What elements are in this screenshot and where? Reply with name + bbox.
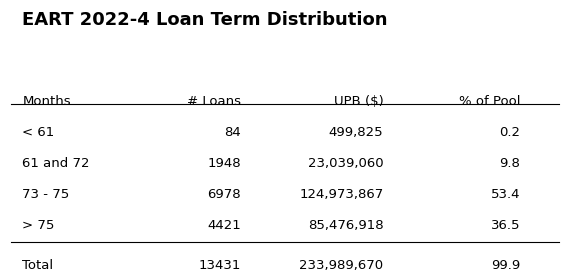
- Text: UPB ($): UPB ($): [334, 95, 384, 108]
- Text: 499,825: 499,825: [329, 126, 384, 139]
- Text: 6978: 6978: [207, 188, 241, 201]
- Text: 99.9: 99.9: [491, 259, 520, 272]
- Text: 85,476,918: 85,476,918: [308, 219, 384, 232]
- Text: Total: Total: [22, 259, 54, 272]
- Text: 23,039,060: 23,039,060: [308, 157, 384, 170]
- Text: 233,989,670: 233,989,670: [299, 259, 384, 272]
- Text: 13431: 13431: [199, 259, 241, 272]
- Text: < 61: < 61: [22, 126, 55, 139]
- Text: 9.8: 9.8: [499, 157, 520, 170]
- Text: 73 - 75: 73 - 75: [22, 188, 70, 201]
- Text: 61 and 72: 61 and 72: [22, 157, 90, 170]
- Text: 36.5: 36.5: [491, 219, 520, 232]
- Text: EART 2022-4 Loan Term Distribution: EART 2022-4 Loan Term Distribution: [22, 11, 388, 29]
- Text: 84: 84: [225, 126, 241, 139]
- Text: 53.4: 53.4: [491, 188, 520, 201]
- Text: 1948: 1948: [207, 157, 241, 170]
- Text: 0.2: 0.2: [499, 126, 520, 139]
- Text: % of Pool: % of Pool: [459, 95, 520, 108]
- Text: 124,973,867: 124,973,867: [299, 188, 384, 201]
- Text: # Loans: # Loans: [187, 95, 241, 108]
- Text: > 75: > 75: [22, 219, 55, 232]
- Text: Months: Months: [22, 95, 71, 108]
- Text: 4421: 4421: [207, 219, 241, 232]
